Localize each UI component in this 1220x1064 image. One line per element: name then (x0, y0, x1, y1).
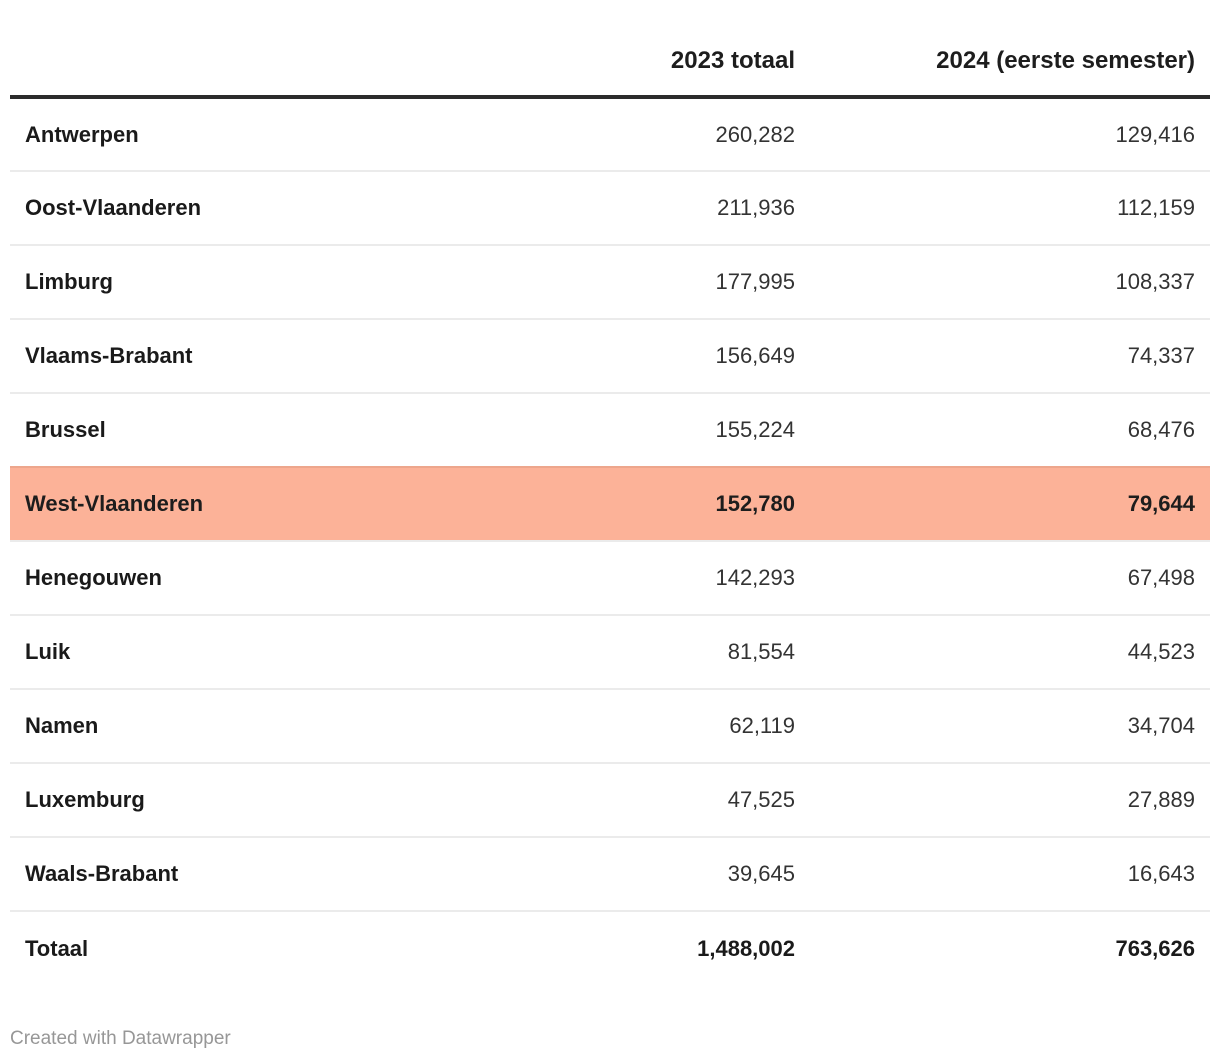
table-row-waals-brabant: Waals-Brabant 39,645 16,643 (10, 836, 1210, 911)
row-value-2023: 62,119 (490, 688, 810, 763)
row-value-2024: 34,704 (810, 688, 1210, 763)
row-value-2024: 44,523 (810, 614, 1210, 689)
data-table: 2023 totaal 2024 (eerste semester) Antwe… (10, 0, 1210, 985)
row-value-2024: 67,498 (810, 540, 1210, 615)
row-label: Totaal (10, 910, 490, 985)
row-value-2023: 260,282 (715, 121, 795, 147)
header-2024-eerste-semester: 2024 (eerste semester) (810, 0, 1210, 99)
row-value-2023: 155,224 (490, 392, 810, 467)
row-value-2023: 156,649 (490, 318, 810, 393)
table-body: Antwerpen 260,282 129,416 Oost-Vlaandere… (10, 97, 1210, 985)
table-header: 2023 totaal 2024 (eerste semester) (10, 0, 1210, 99)
header-row: 2023 totaal 2024 (eerste semester) (10, 0, 1210, 99)
row-label: Luxemburg (10, 762, 490, 837)
row-value-2023: 211,936 (490, 170, 810, 245)
row-value-2024: 129,416 (1115, 121, 1195, 147)
row-value-2023: 1,488,002 (490, 910, 810, 985)
row-label: Oost-Vlaanderen (10, 170, 490, 245)
row-label: Waals-Brabant (10, 836, 490, 911)
row-value-2023: 142,293 (490, 540, 810, 615)
table-row-brussel: Brussel 155,224 68,476 (10, 392, 1210, 467)
datawrapper-credit-link[interactable]: Created with Datawrapper (10, 1028, 231, 1049)
table-row-vlaams-brabant: Vlaams-Brabant 156,649 74,337 (10, 318, 1210, 393)
row-label: Henegouwen (10, 540, 490, 615)
row-value-2023: 81,554 (490, 614, 810, 689)
table-row-limburg: Limburg 177,995 108,337 (10, 244, 1210, 319)
row-label: Antwerpen (25, 121, 139, 147)
table-row-totaal: Totaal 1,488,002 763,626 (10, 910, 1210, 985)
row-value-2024: 27,889 (810, 762, 1210, 837)
table-row-luxemburg: Luxemburg 47,525 27,889 (10, 762, 1210, 837)
data-table-container: 2023 totaal 2024 (eerste semester) Antwe… (10, 0, 1210, 985)
table-row-henegouwen: Henegouwen 142,293 67,498 (10, 540, 1210, 615)
row-label: Limburg (10, 244, 490, 319)
table-row-antwerpen: Antwerpen 260,282 129,416 (10, 97, 1210, 171)
row-value-2024: 763,626 (810, 910, 1210, 985)
row-value-2023: 152,780 (490, 466, 810, 541)
row-label: Vlaams-Brabant (10, 318, 490, 393)
row-value-2024: 16,643 (810, 836, 1210, 911)
header-label-column (10, 0, 490, 99)
row-label: Luik (10, 614, 490, 689)
row-label: West-Vlaanderen (10, 466, 490, 541)
row-value-2024: 112,159 (810, 170, 1210, 245)
row-value-2024: 79,644 (810, 466, 1210, 541)
row-value-2023: 47,525 (490, 762, 810, 837)
row-value-2024: 108,337 (810, 244, 1210, 319)
row-label: Brussel (10, 392, 490, 467)
row-label: Namen (10, 688, 490, 763)
header-2023-totaal: 2023 totaal (490, 0, 810, 99)
row-value-2023: 177,995 (490, 244, 810, 319)
table-row-oost-vlaanderen: Oost-Vlaanderen 211,936 112,159 (10, 170, 1210, 245)
row-value-2024: 74,337 (810, 318, 1210, 393)
table-row-namen: Namen 62,119 34,704 (10, 688, 1210, 763)
row-value-2023: 39,645 (490, 836, 810, 911)
table-row-luik: Luik 81,554 44,523 (10, 614, 1210, 689)
row-value-2024: 68,476 (810, 392, 1210, 467)
table-row-west-vlaanderen-highlighted: West-Vlaanderen 152,780 79,644 (10, 466, 1210, 541)
